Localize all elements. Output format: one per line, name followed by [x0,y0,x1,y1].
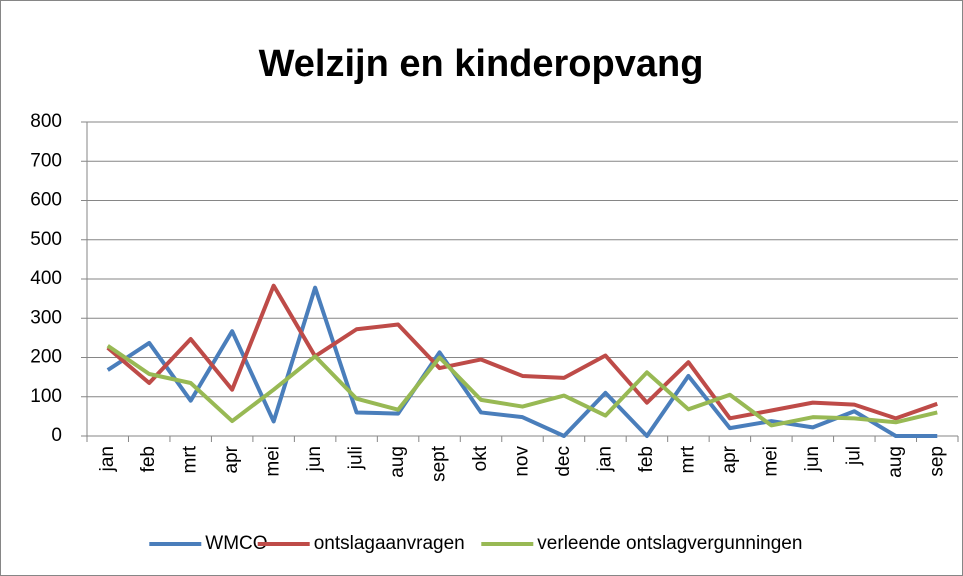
x-tick-label: dec [553,446,574,477]
x-tick-label: jul [843,446,864,466]
x-tick-label: mrt [677,445,698,473]
y-tick-label: 400 [30,268,62,289]
x-tick-label: nov [512,446,533,477]
y-tick-label: 700 [30,150,62,171]
x-tick-label: feb [636,446,657,472]
x-tick-label: jan [594,446,615,472]
series-line [106,344,938,428]
x-tick-label: apr [719,445,740,473]
legend-label: ontslagaanvragen [314,533,465,554]
x-tick-label: mrt [180,445,201,473]
y-tick-label: 600 [30,190,62,211]
x-tick-label: jun [304,446,325,472]
x-tick-label: mei [760,446,781,477]
series-line [106,285,938,438]
x-tick-label: jan [97,446,118,472]
y-tick-label: 500 [30,229,62,250]
series-line [106,283,938,421]
x-tick-label: aug [387,446,408,478]
x-tick-label: sep [926,446,947,477]
y-tick-label: 100 [30,386,62,407]
legend-label: WMCO [205,533,267,554]
x-tick-label: okt [470,445,491,471]
legend-label: verleende ontslagvergunningen [537,533,802,554]
x-tick-label: feb [138,446,159,472]
y-tick-label: 0 [51,425,62,446]
x-tick-label: apr [221,445,242,473]
x-tick-label: aug [885,446,906,478]
y-tick-label: 800 [30,111,62,132]
y-tick-label: 200 [30,347,62,368]
x-tick-label: mei [263,446,284,477]
x-tick-label: jun [802,446,823,472]
x-tick-label: sept [429,445,450,482]
chart-title: Welzijn en kinderopvang [259,43,704,85]
x-tick-label: juli [346,446,367,470]
y-tick-label: 300 [30,307,62,328]
